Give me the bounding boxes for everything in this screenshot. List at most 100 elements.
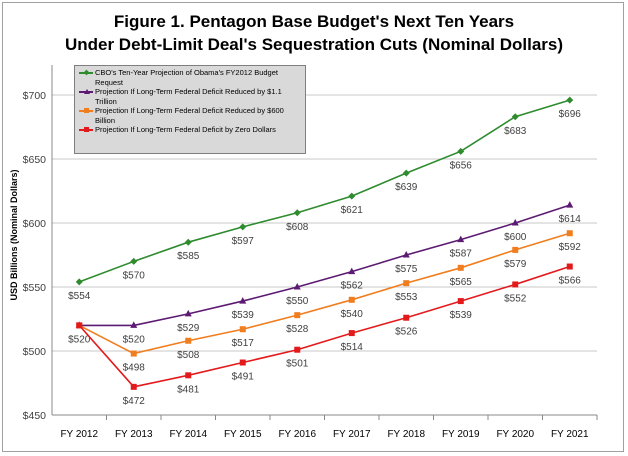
data-label: $579 [504,259,527,270]
data-label: $585 [177,251,200,262]
data-label: $498 [123,363,146,374]
data-label: $481 [177,384,200,395]
data-label: $587 [450,249,473,260]
y-axis-label: USD Billions (Nominal Dollars) [9,169,19,300]
legend-item: Projection If Long-Term Federal Deficit … [79,106,301,125]
data-point [348,192,356,200]
legend-swatch [79,68,93,77]
data-point [403,314,410,321]
data-label: $529 [177,323,200,334]
series-line [78,265,570,388]
y-tick-label: $550 [23,282,47,294]
data-label: $656 [450,160,473,171]
data-label: $565 [450,277,473,288]
data-label: $550 [286,296,309,307]
data-label: $553 [395,292,418,303]
legend-swatch [79,87,93,96]
data-label: $501 [286,359,309,370]
legend-label: Projection If Long-Term Federal Deficit … [95,125,276,134]
x-tick-label: FY 2017 [333,429,371,440]
data-point [403,280,410,287]
data-point [511,113,519,121]
data-point [239,359,246,366]
y-tick-label: $450 [23,410,47,422]
data-point [566,201,574,208]
data-label: $517 [232,338,255,349]
data-point [185,372,192,379]
data-label: $514 [341,342,364,353]
data-point [184,238,192,246]
x-tick-label: FY 2021 [551,429,589,440]
x-tick-label: FY 2019 [442,429,480,440]
data-label: $696 [559,109,582,120]
series-line [78,99,570,283]
chart-subtitle: Under Debt-Limit Deal's Sequestration Cu… [64,35,564,54]
series-line [79,204,570,327]
data-label: $566 [559,276,582,287]
data-label: $621 [341,205,364,216]
series-line [78,232,570,355]
legend-label: Projection If Long-Term Federal Deficit … [95,106,284,125]
data-label: $539 [232,310,255,321]
data-point [293,283,301,290]
data-point [566,96,574,104]
data-point [566,263,573,270]
legend: CBO's Ten-Year Projection of Obama's FY2… [74,65,306,154]
data-label: $600 [504,232,527,243]
data-point [294,312,301,319]
data-point [457,298,464,305]
data-label: $554 [68,291,91,302]
data-label: $639 [395,182,418,193]
data-label: $570 [123,270,146,281]
data-point [184,309,192,317]
x-tick-label: FY 2015 [224,429,262,440]
data-point [293,209,301,217]
data-label: $575 [395,264,418,275]
data-point [130,257,138,265]
legend-item: Projection If Long-Term Federal Deficit … [79,125,301,135]
y-tick-label: $600 [23,218,47,230]
data-point [185,337,192,344]
data-point [511,219,519,226]
data-point [512,281,519,288]
data-point [130,321,138,328]
data-label: $562 [341,281,364,292]
data-point [348,296,355,303]
legend-item: Projection If Long-Term Federal Deficit … [79,87,301,106]
x-tick-label: FY 2012 [60,429,98,440]
data-label: $552 [504,293,527,304]
data-label: $597 [232,236,255,247]
data-label: $472 [123,396,146,407]
data-label: $526 [395,327,418,338]
data-point [402,251,410,258]
data-label: $508 [177,350,200,361]
data-label: $528 [286,324,309,335]
data-point [348,267,356,275]
chart-title: Figure 1. Pentagon Base Budget's Next Te… [113,12,515,31]
legend-item: CBO's Ten-Year Projection of Obama's FY2… [79,68,301,87]
data-point [75,278,83,286]
legend-label: Projection If Long-Term Federal Deficit … [95,87,282,106]
data-label: $683 [504,126,527,137]
x-tick-label: FY 2014 [169,429,207,440]
data-label: $614 [559,214,582,225]
x-tick-label: FY 2013 [115,429,153,440]
data-point [457,235,465,243]
data-point [512,246,519,253]
x-tick-label: FY 2020 [496,429,534,440]
data-point [130,350,137,357]
chart-border [2,2,624,452]
y-tick-label: $500 [23,346,47,358]
data-label: $592 [559,242,582,253]
data-point [348,330,355,337]
data-point [239,326,246,333]
data-label: $539 [450,310,473,321]
data-point [239,223,247,231]
data-label: $540 [341,309,364,320]
x-tick-label: FY 2016 [278,429,316,440]
data-point [76,322,83,329]
x-tick-label: FY 2018 [387,429,425,440]
y-tick-label: $650 [23,154,47,166]
